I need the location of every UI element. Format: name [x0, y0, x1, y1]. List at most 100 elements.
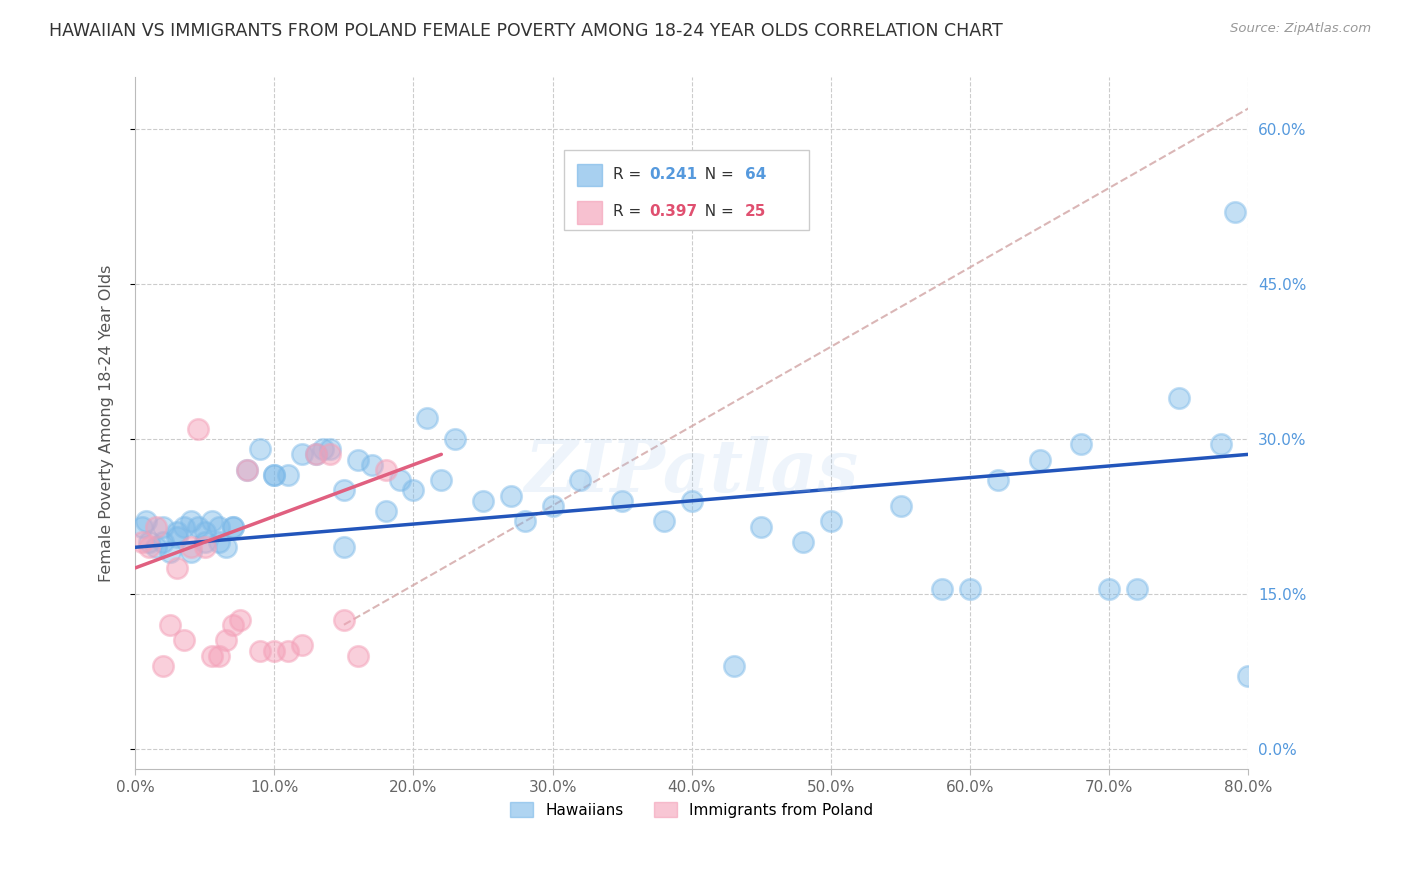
Point	[541, 499, 564, 513]
Point	[194, 535, 217, 549]
Point	[228, 613, 250, 627]
Point	[1070, 437, 1092, 451]
Point	[1028, 452, 1050, 467]
Point	[499, 489, 522, 503]
Point	[820, 515, 842, 529]
Point	[166, 561, 188, 575]
Point	[889, 499, 911, 513]
Point	[235, 463, 257, 477]
Point	[291, 639, 314, 653]
Point	[131, 535, 153, 549]
Point	[208, 519, 231, 533]
Point	[305, 447, 328, 461]
Point	[652, 515, 675, 529]
Point	[319, 447, 342, 461]
Point	[214, 541, 236, 555]
Point	[723, 659, 745, 673]
Point	[208, 648, 231, 663]
Point	[333, 483, 356, 498]
Point	[263, 468, 285, 483]
Point	[166, 530, 188, 544]
Point	[347, 452, 370, 467]
Point	[1098, 582, 1121, 596]
Point	[135, 515, 157, 529]
Point	[388, 473, 411, 487]
Point	[333, 541, 356, 555]
Point	[1167, 391, 1189, 405]
Point	[152, 535, 174, 549]
Point	[402, 483, 425, 498]
Point	[374, 504, 396, 518]
Point	[145, 541, 167, 555]
Point	[444, 432, 467, 446]
Legend: Hawaiians, Immigrants from Poland: Hawaiians, Immigrants from Poland	[505, 796, 880, 824]
Point	[333, 613, 356, 627]
Text: R =: R =	[613, 167, 645, 182]
Point	[152, 519, 174, 533]
Point	[347, 648, 370, 663]
Bar	[576, 164, 602, 186]
Text: 64: 64	[745, 167, 766, 182]
Point	[194, 524, 217, 539]
Point	[513, 515, 536, 529]
Point	[180, 541, 202, 555]
Point	[751, 519, 773, 533]
Point	[416, 411, 439, 425]
Point	[138, 535, 160, 549]
Point	[312, 442, 335, 457]
Point	[221, 519, 243, 533]
Point	[159, 545, 181, 559]
Point	[180, 515, 202, 529]
Point	[291, 447, 314, 461]
Point	[430, 473, 453, 487]
Y-axis label: Female Poverty Among 18-24 Year Olds: Female Poverty Among 18-24 Year Olds	[100, 265, 114, 582]
Point	[214, 633, 236, 648]
Point	[201, 648, 224, 663]
Point	[931, 582, 953, 596]
Point	[612, 493, 634, 508]
Text: N =: N =	[695, 204, 738, 219]
Point	[180, 545, 202, 559]
Point	[159, 617, 181, 632]
Point	[792, 535, 814, 549]
Point	[569, 473, 592, 487]
Text: 0.241: 0.241	[650, 167, 697, 182]
Point	[1237, 669, 1260, 683]
Point	[319, 442, 342, 457]
Point	[221, 617, 243, 632]
Point	[249, 643, 271, 657]
Point	[374, 463, 396, 477]
Point	[681, 493, 703, 508]
Point	[1223, 204, 1246, 219]
Text: HAWAIIAN VS IMMIGRANTS FROM POLAND FEMALE POVERTY AMONG 18-24 YEAR OLDS CORRELAT: HAWAIIAN VS IMMIGRANTS FROM POLAND FEMAL…	[49, 22, 1002, 40]
Point	[194, 541, 217, 555]
Point	[173, 633, 195, 648]
Text: N =: N =	[695, 167, 738, 182]
Point	[263, 468, 285, 483]
Text: 25: 25	[745, 204, 766, 219]
Text: R =: R =	[613, 204, 645, 219]
Point	[1126, 582, 1149, 596]
Point	[1209, 437, 1232, 451]
Point	[221, 519, 243, 533]
Point	[263, 643, 285, 657]
Point	[131, 519, 153, 533]
Point	[472, 493, 495, 508]
Point	[277, 643, 299, 657]
Point	[360, 458, 382, 472]
Point	[249, 442, 271, 457]
Point	[166, 524, 188, 539]
Point	[987, 473, 1010, 487]
Point	[173, 519, 195, 533]
Point	[959, 582, 981, 596]
FancyBboxPatch shape	[564, 150, 808, 229]
Point	[277, 468, 299, 483]
Point	[145, 519, 167, 533]
Text: Source: ZipAtlas.com: Source: ZipAtlas.com	[1230, 22, 1371, 36]
Text: ZIPatlas: ZIPatlas	[524, 436, 859, 508]
Point	[305, 447, 328, 461]
Point	[208, 535, 231, 549]
Point	[187, 421, 209, 435]
Bar	[576, 202, 602, 224]
Point	[235, 463, 257, 477]
